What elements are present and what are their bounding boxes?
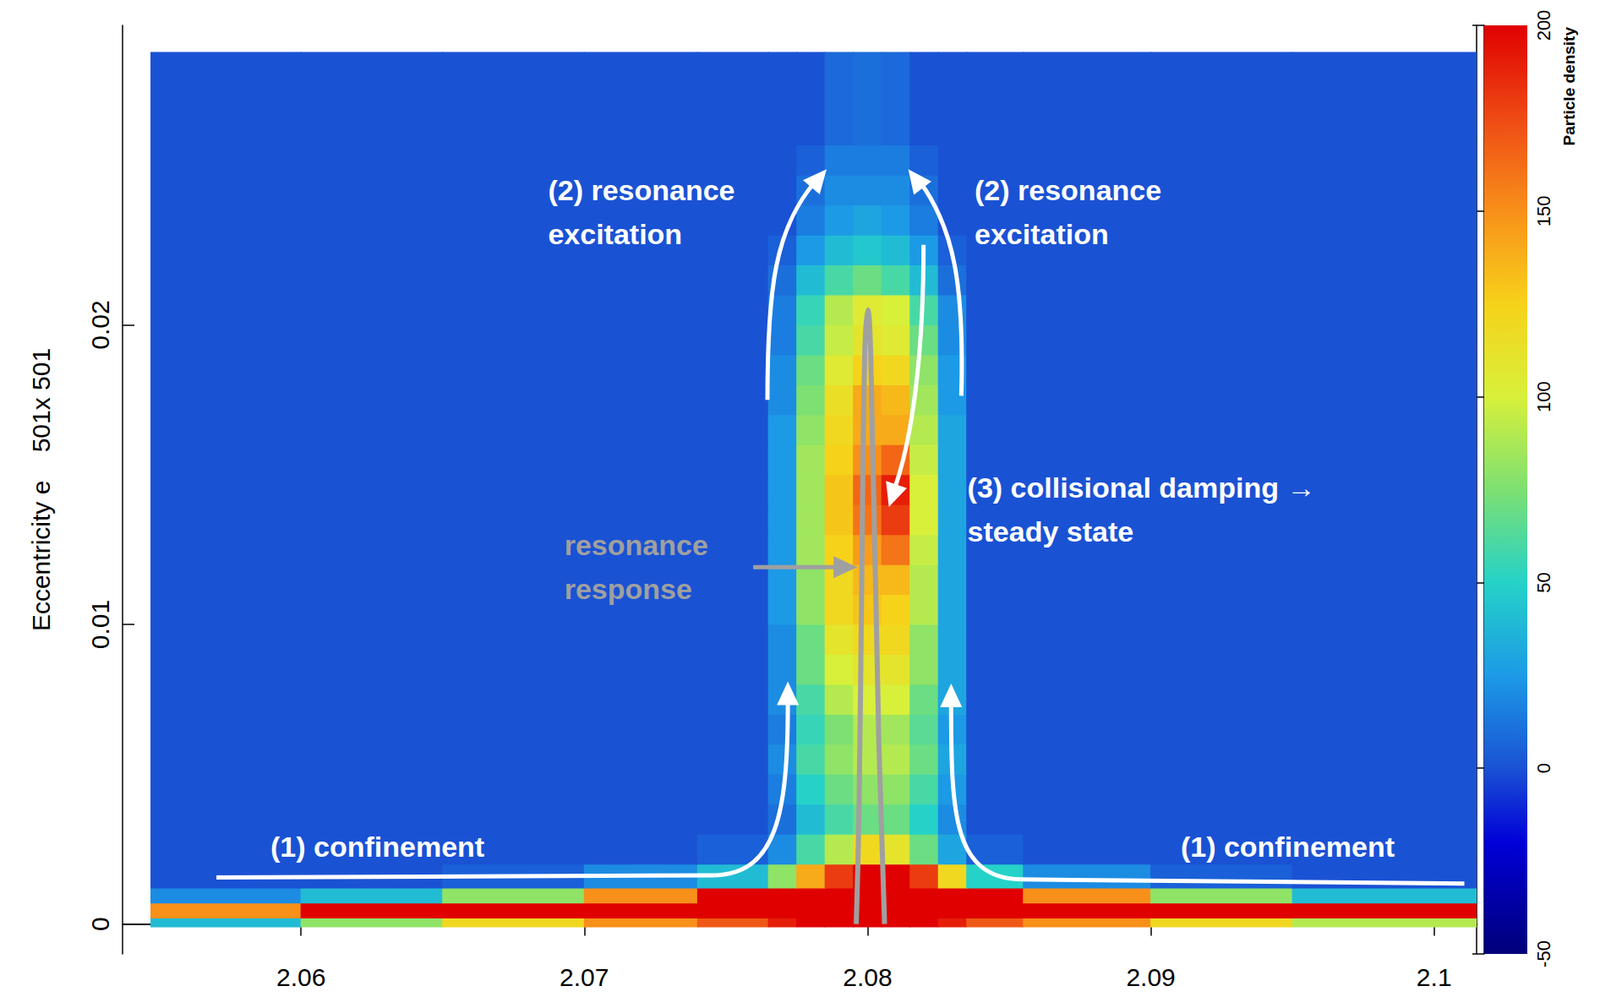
- svg-text:100: 100: [1533, 381, 1555, 413]
- svg-text:-50: -50: [1533, 940, 1555, 968]
- svg-text:2.06: 2.06: [276, 963, 326, 992]
- svg-text:response: response: [564, 573, 693, 606]
- svg-text:2.08: 2.08: [842, 963, 892, 992]
- svg-text:0: 0: [1533, 763, 1555, 774]
- svg-text:Particle density: Particle density: [1560, 27, 1579, 147]
- svg-text:excitation: excitation: [547, 218, 683, 251]
- svg-text:200: 200: [1533, 10, 1555, 42]
- svg-text:150: 150: [1533, 195, 1555, 227]
- svg-text:(2) resonance: (2) resonance: [547, 174, 743, 207]
- svg-text:2.07: 2.07: [559, 963, 609, 992]
- svg-text:2.1: 2.1: [1416, 963, 1453, 992]
- svg-text:excitation: excitation: [974, 218, 1109, 251]
- svg-text:0.01: 0.01: [86, 600, 115, 650]
- svg-text:50: 50: [1533, 572, 1555, 593]
- svg-text:Eccentricity e 501x 501: Eccentricity e 501x 501: [27, 348, 55, 632]
- svg-text:0.02: 0.02: [86, 300, 115, 350]
- svg-text:(2) resonance: (2) resonance: [974, 174, 1170, 207]
- svg-text:2.09: 2.09: [1125, 963, 1175, 992]
- svg-text:resonance: resonance: [564, 529, 717, 562]
- svg-text:0: 0: [86, 917, 115, 932]
- svg-text:steady state: steady state: [967, 515, 1135, 548]
- svg-text:(1) confinement: (1) confinement: [270, 830, 485, 863]
- svg-text:(1) confinement: (1) confinement: [1180, 830, 1395, 863]
- svg-text:(3) collisional damping →: (3) collisional damping →: [967, 471, 1324, 504]
